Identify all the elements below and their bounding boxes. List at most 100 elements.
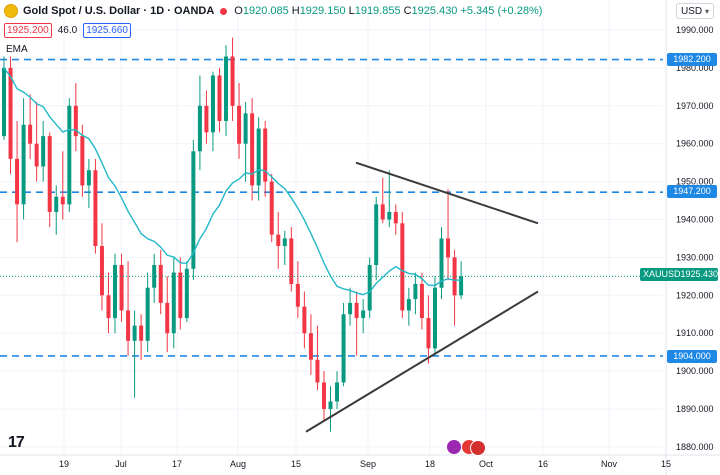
current-price: 1925.430 [680, 269, 719, 279]
symbol-title[interactable]: Gold Spot / U.S. Dollar · 1D · OANDA [23, 5, 215, 17]
candle-body [158, 264, 163, 303]
symbol-header: Gold Spot / U.S. Dollar · 1D · OANDA O19… [0, 0, 542, 22]
candle-body [459, 276, 464, 296]
time-tick-label: Oct [479, 459, 494, 469]
candle-body [276, 234, 281, 247]
current-price-label: XAUUSD 1925.430 [640, 268, 718, 281]
currency-selector[interactable]: USD ▾ [676, 3, 714, 19]
time-tick-label: 18 [425, 459, 435, 469]
tradingview-logo-icon[interactable]: 17 [8, 434, 25, 451]
candle-body [139, 325, 144, 341]
candle-body [217, 75, 222, 121]
time-tick-label: Jul [115, 459, 127, 469]
candle-body [126, 310, 131, 341]
candle-body [86, 170, 91, 186]
gold-symbol-icon [4, 4, 18, 18]
candle-body [400, 223, 405, 311]
candle-body [302, 306, 307, 334]
candle-body [308, 333, 313, 360]
candle-body [348, 302, 353, 315]
time-tick-label: Nov [601, 459, 618, 469]
price-tick-label: 1900.000 [676, 366, 714, 376]
price-tick-label: 1880.000 [676, 442, 714, 452]
price-tick-label: 1970.000 [676, 101, 714, 111]
candle-body [367, 264, 372, 311]
candle-body [328, 401, 333, 409]
current-symbol: XAUUSD [643, 269, 681, 279]
price-tick-label: 1930.000 [676, 252, 714, 262]
candle-body [446, 238, 451, 258]
candle-body [282, 238, 287, 247]
candle-body [41, 136, 46, 167]
candle-body [419, 283, 424, 319]
buy-price-button[interactable]: 1925.660 [83, 23, 131, 38]
price-tick-label: 1980.000 [676, 63, 714, 73]
candle-body [439, 238, 444, 288]
candle-body [145, 287, 150, 341]
candle-body [269, 181, 274, 235]
ema-indicator-label[interactable]: EMA [6, 44, 28, 55]
price-tick-label: 1920.000 [676, 290, 714, 300]
time-tick-label: Aug [230, 459, 246, 469]
candle-body [380, 204, 385, 220]
price-tick-label: 1940.000 [676, 215, 714, 225]
event-flag-icon-2[interactable] [470, 440, 486, 456]
candle-body [80, 136, 85, 186]
candle-body [21, 124, 26, 205]
time-tick-label: 16 [538, 459, 548, 469]
time-tick-label: 17 [172, 459, 182, 469]
candle-body [132, 325, 137, 341]
level-label-1982: 1982.200 [667, 53, 717, 66]
candle-body [54, 196, 59, 212]
price-tick-label: 1890.000 [676, 404, 714, 414]
trendline-1 [355, 161, 539, 225]
candle-body [413, 283, 418, 300]
candle-body [93, 170, 98, 247]
level-label-1947: 1947.200 [667, 185, 717, 198]
trendline-2 [305, 290, 539, 433]
candle-body [289, 238, 294, 284]
candle-body [67, 105, 72, 205]
candle-body [99, 246, 104, 296]
price-tick-label: 1960.000 [676, 139, 714, 149]
candle-body [2, 67, 6, 137]
event-lightning-icon[interactable] [447, 440, 461, 454]
candle-body [263, 128, 268, 182]
candle-body [34, 143, 39, 167]
candle-body [361, 310, 366, 319]
candle-body [119, 264, 124, 311]
candle-body [165, 302, 170, 334]
candle-body [295, 283, 300, 307]
candle-body [387, 211, 392, 220]
candle-body [315, 359, 320, 383]
level-label-1904: 1904.000 [667, 350, 717, 363]
candle-body [210, 75, 215, 133]
candle-body [191, 151, 196, 269]
candle-body [335, 382, 340, 402]
candle-body [250, 113, 255, 186]
sell-price-button[interactable]: 1925.200 [4, 23, 52, 38]
candle-body [113, 264, 118, 319]
time-tick-label: 19 [59, 459, 69, 469]
trade-row: 1925.200 46.0 1925.660 [4, 23, 131, 38]
candle-body [243, 113, 248, 144]
candle-body [15, 158, 20, 205]
price-tick-label: 1910.000 [676, 328, 714, 338]
candle-body [28, 124, 33, 144]
price-change: +5.345 (+0.28%) [460, 5, 543, 17]
candle-body [341, 314, 346, 383]
candle-body [354, 302, 359, 319]
currency-label: USD [681, 5, 703, 17]
candle-body [73, 105, 78, 137]
candle-body [432, 287, 437, 349]
candle-body [152, 264, 157, 288]
candle-body [197, 105, 202, 152]
candle-body [321, 382, 326, 409]
time-tick-label: 15 [291, 459, 301, 469]
candle-body [178, 272, 183, 319]
candle-body [204, 105, 209, 133]
candle-body [374, 204, 379, 265]
candle-body [237, 105, 242, 144]
candle-body [406, 299, 411, 311]
